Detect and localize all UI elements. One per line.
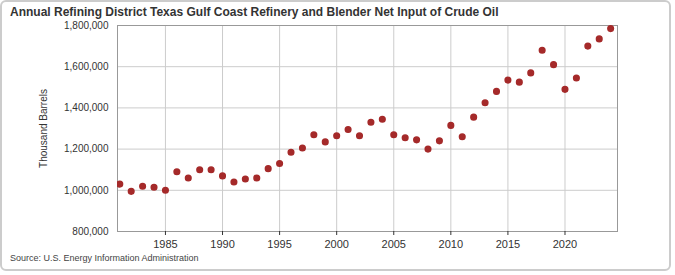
svg-text:1,400,000: 1,400,000 (64, 102, 109, 113)
svg-text:2010: 2010 (439, 238, 463, 250)
svg-text:Thousand Barrels: Thousand Barrels (38, 89, 49, 168)
svg-text:1,600,000: 1,600,000 (64, 61, 109, 72)
html-text:Annual Refining District Texas: Annual Refining District Texas Gulf Coas… (10, 5, 499, 19)
svg-text:1,000,000: 1,000,000 (64, 185, 109, 196)
svg-text:2015: 2015 (496, 238, 520, 250)
svg-text:2005: 2005 (382, 238, 406, 250)
svg-text:800,000: 800,000 (72, 226, 109, 237)
svg-text:1,200,000: 1,200,000 (64, 143, 109, 154)
svg-text:1,800,000: 1,800,000 (64, 21, 109, 31)
svg-text:1985: 1985 (153, 238, 177, 250)
html-text:Source: U.S. Energy Informatio: Source: U.S. Energy Information Administ… (10, 253, 199, 263)
svg-text:1990: 1990 (210, 238, 234, 250)
svg-text:2020: 2020 (553, 238, 577, 250)
svg-text:2000: 2000 (324, 238, 348, 250)
svg-text:1995: 1995 (267, 238, 291, 250)
